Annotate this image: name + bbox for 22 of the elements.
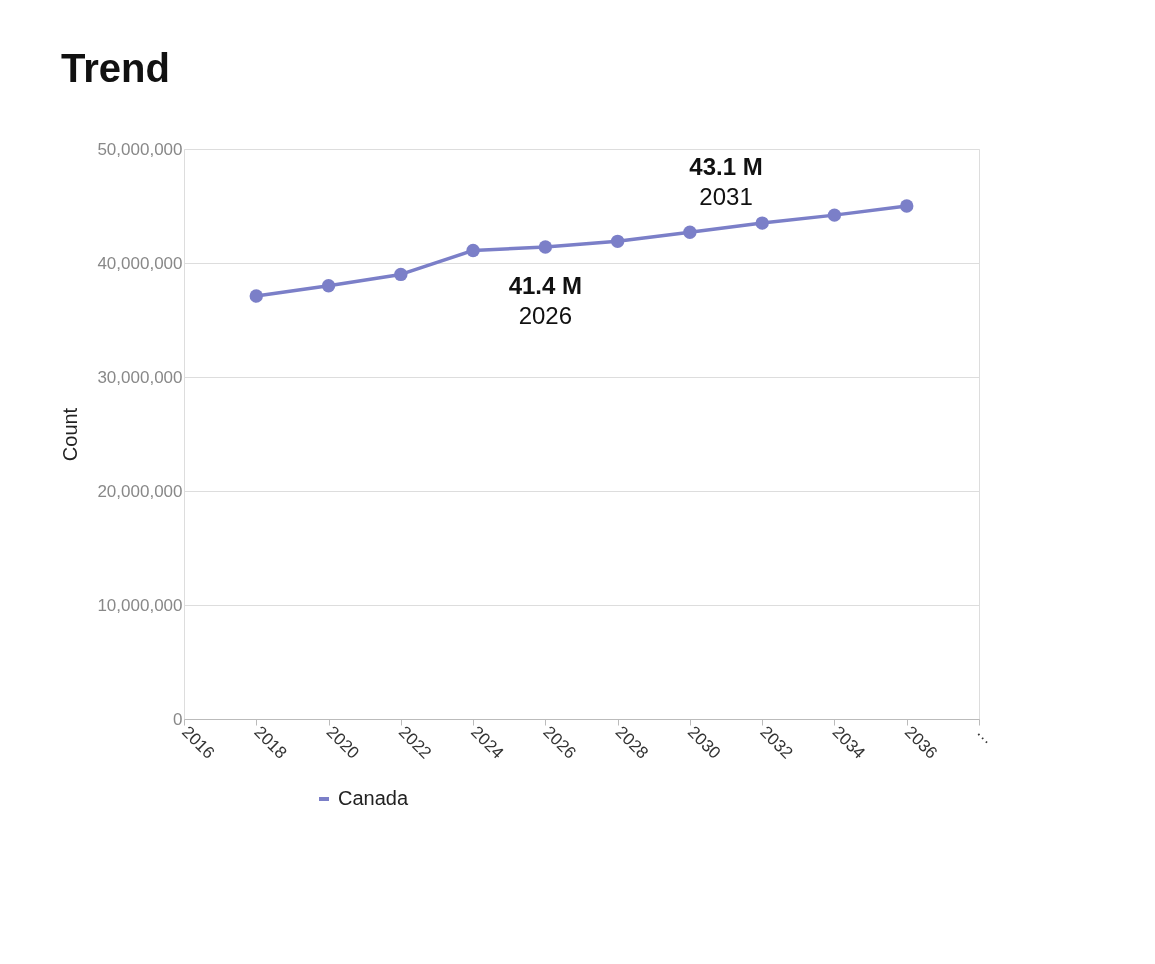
- y-tick-label: 0: [173, 709, 183, 729]
- point: [321, 279, 336, 293]
- point: [394, 267, 408, 282]
- legend-label: Canada: [338, 787, 409, 809]
- point: [466, 243, 480, 258]
- y-tick-label: 30,000,000: [97, 367, 183, 387]
- point: [827, 208, 842, 222]
- point: [683, 225, 697, 239]
- point: [249, 289, 263, 303]
- y-tick-label: 10,000,000: [97, 595, 183, 615]
- annotation: 41.4 M 2026: [508, 272, 583, 330]
- y-tick-label: 20,000,000: [97, 481, 183, 501]
- y-axis-title: Count: [59, 407, 82, 462]
- annotation: 43.1 M 2031: [689, 152, 763, 210]
- chart-title: Trend: [60, 46, 170, 90]
- point: [538, 240, 553, 254]
- point: [900, 199, 914, 213]
- point: [610, 234, 625, 249]
- point: [755, 216, 769, 230]
- x-tick-label: …: [973, 722, 999, 748]
- y-tick-label: 50,000,000: [97, 139, 183, 159]
- y-tick-label: 40,000,000: [97, 253, 183, 273]
